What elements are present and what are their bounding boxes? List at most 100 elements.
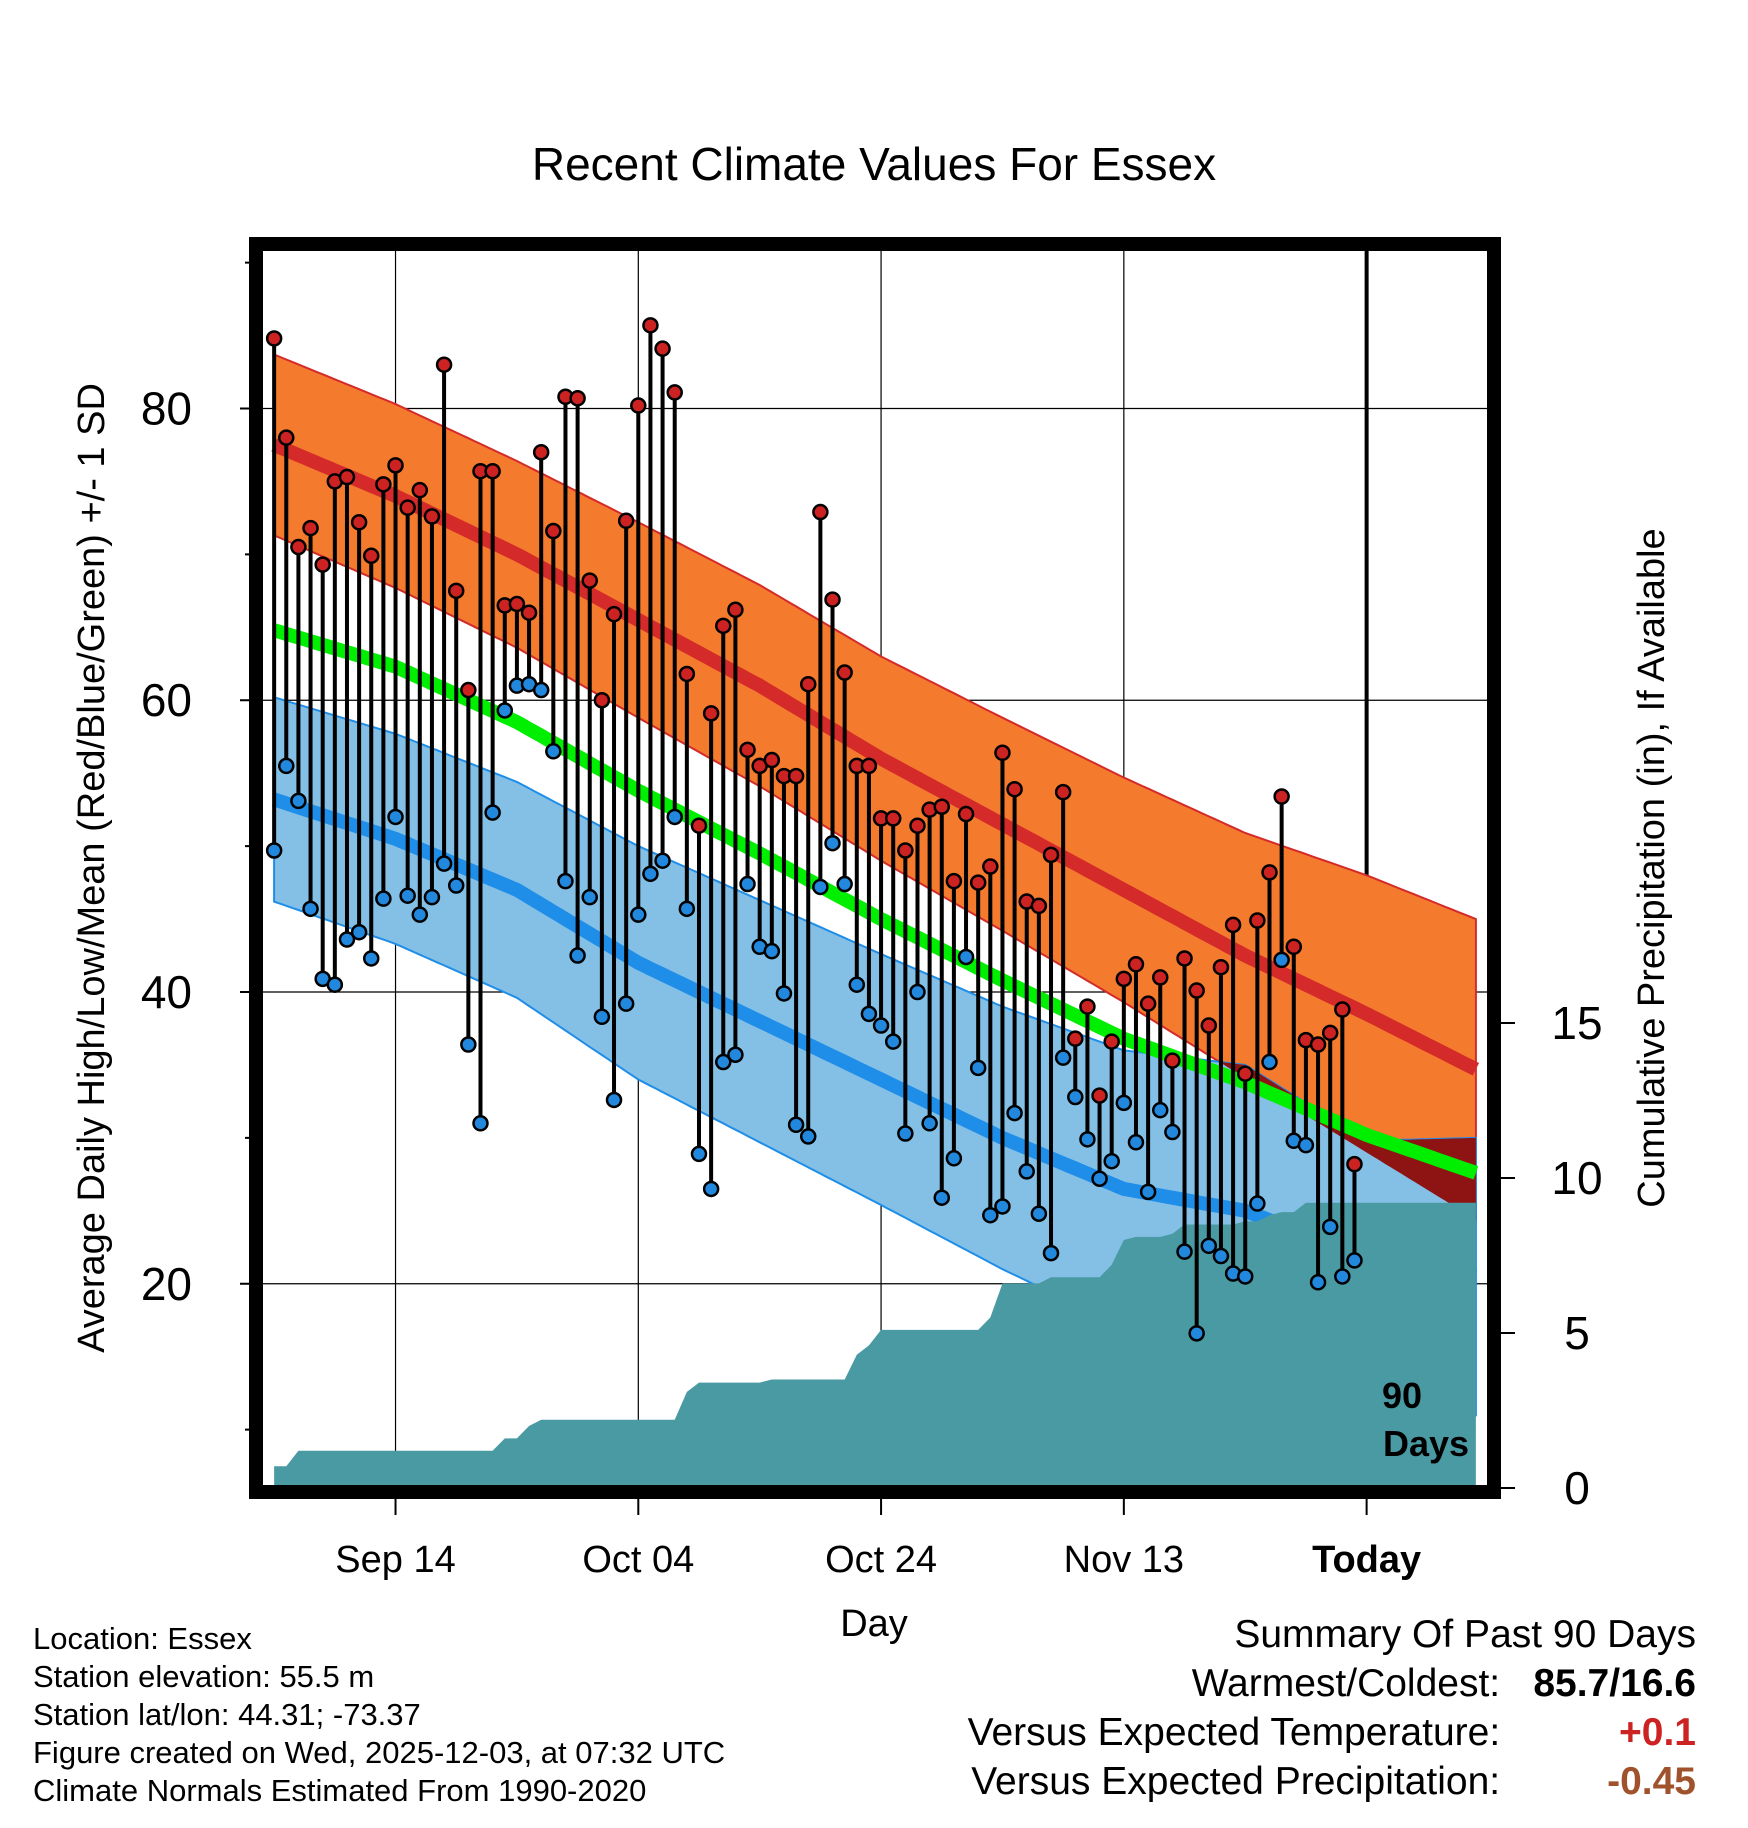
high-marker [969,874,987,891]
x-tick-label: Nov 13 [1064,1539,1184,1581]
low-marker [435,855,453,872]
normal-high-line [271,438,1480,1076]
daily-markers [265,317,1363,1342]
high-marker [824,591,841,608]
y-tick-label: 80 [141,382,192,434]
high-marker [411,481,429,499]
low-marker [775,985,793,1002]
high-marker [1236,1065,1254,1082]
low-marker [484,804,501,821]
low-marker [362,950,380,967]
high-marker [1127,956,1145,973]
high-marker [460,681,477,699]
high-marker [727,601,744,619]
high-marker [265,330,283,347]
low-marker [375,890,392,907]
low-marker [630,906,647,923]
low-marker [338,931,356,948]
low-marker [1054,1049,1072,1066]
x-tick-label: Today [1312,1539,1421,1581]
high-marker [799,675,817,693]
high-marker [642,317,659,334]
days-count-label: 90 [1382,1375,1422,1416]
y2-tick-label: 15 [1551,997,1602,1049]
low-marker [666,808,683,826]
low-marker [1139,1183,1157,1201]
high-marker [278,429,295,446]
low-marker [1127,1134,1145,1151]
high-marker [545,522,562,540]
high-marker [1334,1001,1351,1018]
high-marker [569,390,586,407]
low-marker [836,875,853,893]
low-marker [799,1128,817,1145]
temp-anomaly-label: Versus Expected Temperature: [967,1711,1501,1754]
low-marker [278,757,295,775]
low-marker [1188,1325,1205,1342]
high-marker [678,665,696,683]
high-marker [1309,1036,1327,1053]
days-word-label: Days [1383,1423,1469,1464]
y2-tick-label: 10 [1551,1152,1602,1204]
high-marker [447,582,465,600]
temp-anomaly-row: Versus Expected Temperature: +0.1 [968,1708,1696,1757]
y2-axis-label: Cumulative Precipitation (in), If Availa… [1631,528,1673,1207]
station-info: Location: Essex Station elevation: 55.5 … [33,1620,725,1810]
low-marker [690,1145,708,1163]
high-marker [933,798,951,815]
low-marker [1152,1101,1169,1119]
low-marker [532,681,550,699]
elevation-line: Station elevation: 55.5 m [33,1659,375,1694]
low-marker [1006,1104,1023,1122]
high-marker [630,397,647,414]
low-marker [872,1017,890,1034]
precip-anomaly-value: -0.45 [1607,1760,1696,1803]
low-marker [945,1150,963,1167]
temp-anomaly-value: +0.1 [1619,1711,1696,1754]
precip-anomaly-label: Versus Expected Precipitation: [971,1760,1501,1803]
high-marker [581,572,598,589]
high-marker [1261,864,1278,881]
high-marker [1006,780,1023,798]
high-marker [290,538,307,556]
high-marker [957,805,975,823]
high-marker [1139,995,1157,1012]
low-marker [569,947,586,964]
y2-axis: 0 5 10 15 [1488,997,1603,1514]
low-marker [1030,1205,1048,1222]
y-tick-label: 20 [141,1258,192,1310]
x-axis-label: Day [840,1603,908,1645]
high-marker [484,462,501,480]
high-marker [1030,897,1048,915]
high-marker [763,751,781,769]
high-marker [1346,1155,1363,1173]
x-tick-label: Oct 24 [825,1539,937,1581]
high-marker [399,499,416,516]
high-marker [1321,1024,1339,1042]
low-marker [1091,1170,1108,1187]
normals-line: Climate Normals Estimated From 1990-2020 [33,1773,647,1808]
y-axis-label: Average Daily High/Low/Mean (Red/Blue/Gr… [71,383,113,1353]
high-marker [897,842,914,859]
low-marker [447,877,465,894]
daily-range-stems [272,325,1357,1334]
low-marker [1346,1252,1363,1269]
low-marker [326,976,344,993]
low-marker [727,1046,744,1063]
low-marker [1042,1244,1060,1262]
summary-title: Summary Of Past 90 Days [1234,1613,1696,1656]
normal-mean-line [272,623,1479,1180]
chart-title: Recent Climate Values For Essex [532,138,1216,190]
y2-tick-label: 0 [1564,1462,1590,1514]
low-marker [1200,1237,1218,1255]
summary-panel: Summary Of Past 90 Days Warmest/Coldest:… [968,1610,1696,1806]
low-marker [715,1053,732,1071]
high-marker [860,757,878,775]
low-marker [399,887,416,904]
high-marker [836,664,853,681]
high-marker [1067,1030,1084,1047]
high-marker [945,872,963,890]
low-marker [1176,1243,1193,1260]
low-marker [290,792,307,810]
y-tick-label: 40 [141,966,192,1018]
